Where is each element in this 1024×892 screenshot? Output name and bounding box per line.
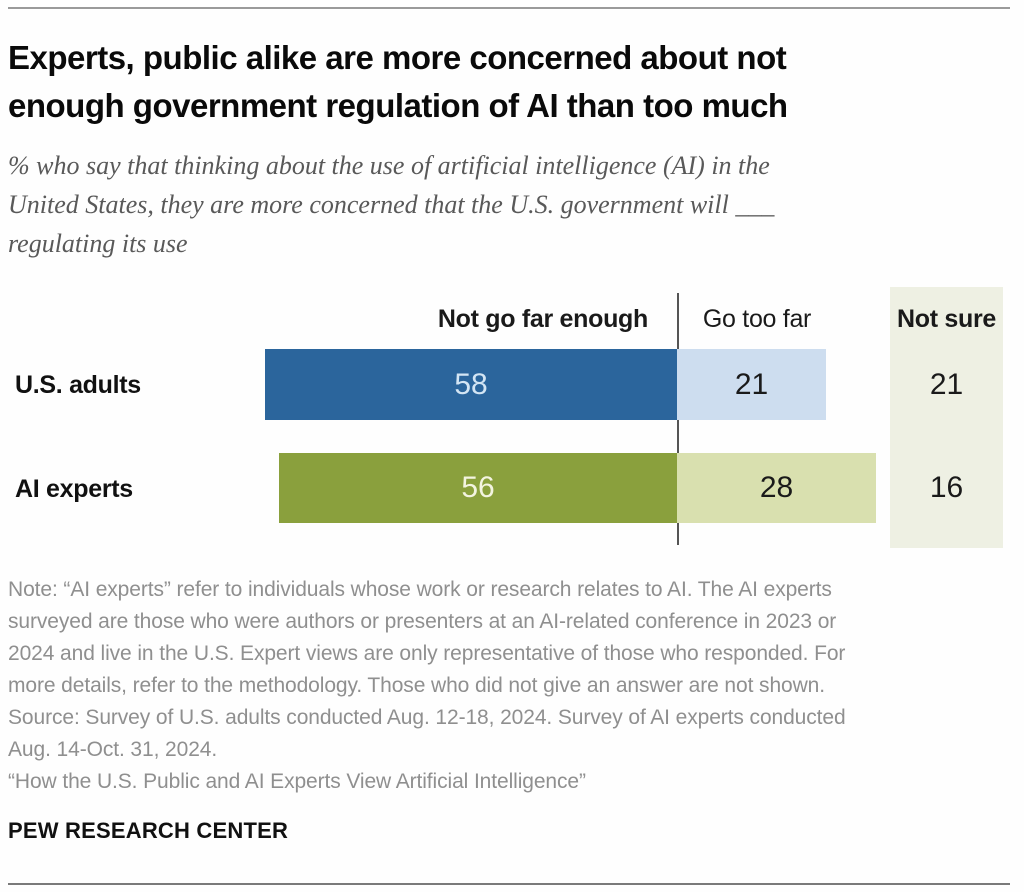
chart-note: Note: “AI experts” refer to individuals … bbox=[8, 574, 1013, 798]
chart-subtitle-line-2: United States, they are more concerned t… bbox=[8, 190, 775, 219]
note-line-4: more details, refer to the methodology. … bbox=[8, 674, 825, 697]
chart-subtitle: % who say that thinking about the use of… bbox=[8, 146, 998, 263]
report-title-line: “How the U.S. Public and AI Experts View… bbox=[8, 770, 586, 793]
not-sure-value-us-adults: 21 bbox=[929, 368, 964, 401]
column-header-go-too-far: Go too far bbox=[702, 305, 812, 333]
bar-value-us-adults-not-go-far-enough: 58 bbox=[454, 367, 488, 401]
column-header-not-go-far-enough: Not go far enough bbox=[437, 305, 648, 333]
bar-value-us-adults-go-too-far: 21 bbox=[734, 367, 769, 401]
page-title-line-2: enough government regulation of AI than … bbox=[8, 87, 788, 124]
bar-value-ai-experts-go-too-far: 28 bbox=[759, 471, 794, 504]
pew-research-center-logo-text: PEW RESEARCH CENTER bbox=[8, 818, 289, 843]
column-header-not-sure: Not sure bbox=[896, 305, 996, 333]
row-label-us-adults: U.S. adults bbox=[15, 371, 141, 399]
source-line-2: Aug. 14-Oct. 31, 2024. bbox=[8, 738, 218, 761]
top-divider-line bbox=[8, 7, 1010, 9]
bar-value-ai-experts-not-go-far-enough: 56 bbox=[461, 471, 495, 504]
bar-us-adults-not-go-far-enough: 58 bbox=[265, 349, 677, 420]
source-line-1: Source: Survey of U.S. adults conducted … bbox=[8, 706, 846, 729]
chart-subtitle-line-1: % who say that thinking about the use of… bbox=[8, 151, 770, 180]
note-line-2: surveyed are those who were authors or p… bbox=[8, 610, 837, 633]
bar-us-adults-go-too-far: 21 bbox=[677, 349, 826, 420]
not-sure-value-ai-experts: 16 bbox=[929, 471, 964, 504]
note-line-3: 2024 and live in the U.S. Expert views a… bbox=[8, 642, 846, 665]
bar-ai-experts-go-too-far: 28 bbox=[677, 453, 876, 523]
bottom-divider-line bbox=[8, 883, 1010, 885]
page-title: Experts, public alike are more concerned… bbox=[8, 34, 1008, 130]
chart-subtitle-line-3: regulating its use bbox=[8, 229, 188, 258]
bar-ai-experts-not-go-far-enough: 56 bbox=[279, 453, 677, 523]
row-label-ai-experts: AI experts bbox=[15, 475, 133, 503]
note-line-1: Note: “AI experts” refer to individuals … bbox=[8, 578, 832, 601]
not-sure-panel bbox=[890, 287, 1003, 548]
page-title-line-1: Experts, public alike are more concerned… bbox=[8, 39, 787, 76]
